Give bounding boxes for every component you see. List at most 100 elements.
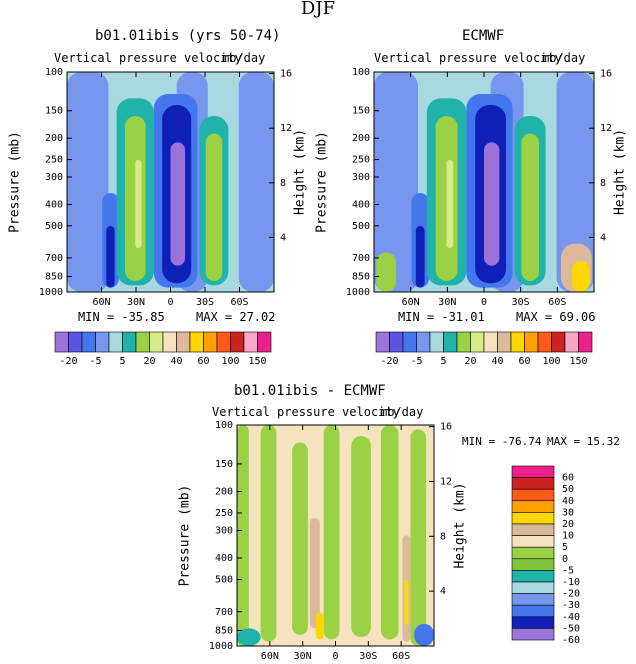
- colorbar2-label: 60: [518, 356, 530, 367]
- colorbar3-label: -20: [562, 589, 580, 600]
- panel1-ytick-right-label: 16: [280, 69, 292, 80]
- panel1-ytick-label: 300: [45, 172, 63, 183]
- colorbar3-label: 10: [562, 531, 574, 542]
- panel1-ytick-right-label: 12: [280, 123, 292, 134]
- panel1-band-south: [238, 72, 274, 292]
- panel3-band-c: [292, 442, 308, 635]
- colorbar3-swatch: [511, 628, 555, 641]
- colorbar3-swatch: [511, 535, 555, 548]
- colorbar2-swatch: [483, 331, 498, 353]
- panel3-band-d: [323, 425, 340, 640]
- panel2-xtick-label: 30N: [438, 297, 456, 308]
- panel1-ytick-label: 200: [45, 133, 63, 144]
- colorbar2-swatch: [456, 331, 471, 353]
- colorbar1-swatch: [230, 331, 245, 353]
- panel1-ytick-right-label: 8: [280, 178, 286, 189]
- panel3-ytick-right-label: 4: [440, 586, 446, 597]
- panel3-ytick-right-label: 8: [440, 531, 446, 542]
- panel1-xtick-label: 30S: [196, 297, 214, 308]
- panel1-band-nh-peak: [135, 160, 142, 248]
- colorbar3-label: 5: [562, 542, 568, 553]
- panel1-ytick-label: 1000: [39, 287, 63, 298]
- panel1-xtick-label: 60N: [92, 297, 110, 308]
- panel3-ytick-right-label: 12: [440, 476, 452, 487]
- colorbar2-swatch: [416, 331, 431, 353]
- panel2-band-nh-peak: [446, 160, 454, 248]
- panel3-ytick-label: 100: [215, 420, 233, 431]
- colorbar3-swatch: [511, 558, 555, 571]
- colorbar3-swatch: [511, 477, 555, 490]
- panel2-ytick-label: 850: [352, 271, 370, 282]
- colorbar1-swatch: [216, 331, 231, 353]
- colorbar2-swatch: [578, 331, 593, 353]
- panel1-subtitle-left: Vertical pressure velocity: [54, 51, 242, 65]
- panel3-title: b01.01ibis - ECMWF: [234, 383, 386, 399]
- panel2-ytick-label: 500: [352, 221, 370, 232]
- colorbar3-swatch: [511, 523, 555, 536]
- panel1-ytick-label: 150: [45, 106, 63, 117]
- panel2-ytick-label: 700: [352, 253, 370, 264]
- panel3-band-b: [260, 425, 277, 642]
- panel1-band-nh-core: [106, 226, 115, 288]
- panel3-ytick-label: 700: [215, 607, 233, 618]
- colorbar2-label: 40: [491, 356, 503, 367]
- colorbar3-swatch: [511, 570, 555, 583]
- panel3-band-j: [404, 579, 409, 624]
- panel1-max-label: MAX = 27.02: [196, 310, 276, 324]
- panel2-band-nh-high: [374, 72, 418, 292]
- panel2-band-surface-peak: [572, 261, 590, 292]
- colorbar1-swatch: [122, 331, 137, 353]
- panel1-ytick-label: 250: [45, 155, 63, 166]
- panel3-min-label: MIN = -76.74: [462, 435, 542, 448]
- colorbar3-swatch: [511, 465, 555, 478]
- colorbar2-swatch: [551, 331, 566, 353]
- panel1-band-nh-high: [67, 72, 109, 292]
- panel1-ytick-right-label: 4: [280, 232, 286, 243]
- colorbar1-swatch: [243, 331, 258, 353]
- panel1-min-label: MIN = -35.85: [78, 310, 165, 324]
- colorbar3-swatch: [511, 593, 555, 606]
- colorbar3-label: 0: [562, 554, 568, 565]
- colorbar3-label: -10: [562, 577, 580, 588]
- panel2-ytick-label: 100: [352, 67, 370, 78]
- panel2-xtick-label: 60N: [402, 297, 420, 308]
- panel3-band-e: [351, 436, 371, 638]
- colorbar2-swatch: [497, 331, 512, 353]
- panel3-ytick-label: 300: [215, 525, 233, 536]
- colorbar2-swatch: [470, 331, 485, 353]
- panel3-band-h: [309, 517, 320, 629]
- panel3-band-m: [315, 612, 324, 640]
- colorbar1-swatch: [257, 331, 272, 353]
- panel2-min-label: MIN = -31.01: [398, 310, 485, 324]
- colorbar3-label: 20: [562, 519, 574, 530]
- panel1-ylabel-right: Height (km): [293, 129, 308, 215]
- colorbar2-label: 5: [440, 356, 446, 367]
- colorbar1-label: 20: [143, 356, 155, 367]
- panel3-xtick-label: 30N: [294, 651, 312, 662]
- panel2-ytick-right-label: 16: [600, 69, 612, 80]
- colorbar2-label: -20: [380, 356, 398, 367]
- colorbar3-label: -5: [562, 565, 574, 576]
- colorbar3-label: -40: [562, 612, 580, 623]
- panel1-ytick-label: 400: [45, 199, 63, 210]
- colorbar3-swatch: [511, 581, 555, 594]
- panel2-ytick-label: 1000: [346, 287, 370, 298]
- panel2-subtitle-right: mb/day: [542, 51, 586, 65]
- colorbar1-swatch: [189, 331, 204, 353]
- panel2-ylabel-right: Height (km): [613, 129, 628, 215]
- panel3-band-k: [237, 628, 261, 646]
- panel1-ytick-label: 700: [45, 253, 63, 264]
- colorbar1-swatch: [149, 331, 164, 353]
- colorbar1-label: -5: [89, 356, 101, 367]
- colorbar2-swatch: [564, 331, 579, 353]
- panel2-ytick-label: 200: [352, 133, 370, 144]
- colorbar1-label: 40: [170, 356, 182, 367]
- panel2-ytick-label: 150: [352, 106, 370, 117]
- panel1-band-sh-ascent-core: [205, 133, 223, 281]
- colorbar3-swatch: [511, 616, 555, 629]
- panel2-ytick-right-label: 12: [600, 123, 612, 134]
- colorbar2-swatch: [375, 331, 390, 353]
- panel3-ytick-label: 200: [215, 487, 233, 498]
- panel1-title: b01.01ibis (yrs 50-74): [95, 28, 281, 44]
